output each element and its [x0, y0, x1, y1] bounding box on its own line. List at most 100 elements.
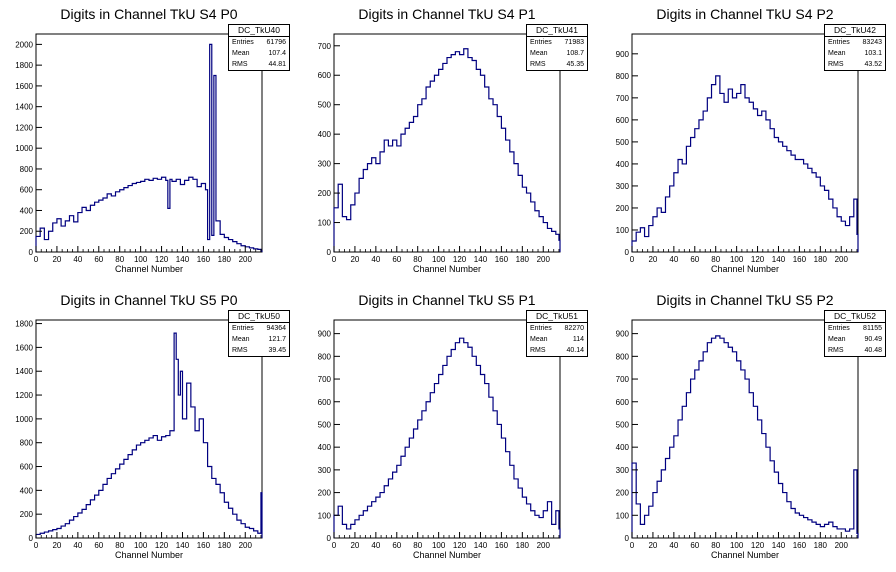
y-tick-label: 200 [20, 227, 34, 236]
histogram-series [631, 335, 859, 538]
x-tick-label: 60 [392, 541, 401, 550]
x-tick-label: 180 [516, 255, 530, 264]
x-tick-label: 20 [648, 541, 657, 550]
stats-value: 83243 [862, 39, 882, 46]
stats-value: 114 [572, 336, 584, 343]
x-tick-label: 40 [669, 255, 678, 264]
x-tick-label: 0 [630, 541, 635, 550]
plot-area: 0 20 40 60 80 100 120 140 160 180 200 100 200 300 400 5… [616, 319, 859, 550]
x-tick-label: 200 [239, 541, 253, 550]
y-tick-label: 1600 [15, 82, 33, 91]
chart-title: Digits in Channel TkU S5 P2 [656, 292, 834, 308]
stats-value: 107.4 [268, 50, 286, 57]
stats-key: Entries [828, 325, 850, 332]
x-tick-label: 80 [413, 541, 422, 550]
stats-name: DC_TkU51 [527, 311, 587, 323]
stats-row: RMS 40.48 [825, 345, 885, 356]
x-tick-label: 40 [371, 255, 380, 264]
x-tick-label: 120 [751, 541, 765, 550]
x-tick-label: 160 [197, 541, 211, 550]
x-tick-label: 140 [474, 541, 488, 550]
x-tick-label: 20 [52, 255, 61, 264]
x-tick-label: 20 [648, 255, 657, 264]
stats-row: Mean 114 [527, 334, 587, 345]
x-tick-label: 0 [332, 541, 337, 550]
x-tick-label: 40 [73, 541, 82, 550]
stats-name: DC_TkU40 [229, 25, 289, 37]
stats-value: 45.35 [566, 61, 584, 68]
x-tick-label: 200 [835, 255, 849, 264]
stats-key: Entries [232, 325, 254, 332]
x-tick-label: 0 [34, 255, 39, 264]
stats-value: 61796 [266, 39, 286, 46]
y-tick-label: 600 [616, 116, 630, 125]
y-tick-label: 1400 [15, 103, 33, 112]
y-tick-label: 2000 [15, 40, 33, 49]
y-tick-label: 0 [625, 248, 630, 257]
stats-key: RMS [828, 61, 844, 68]
x-tick-label: 140 [474, 255, 488, 264]
x-tick-label: 140 [176, 255, 190, 264]
y-tick-label: 800 [318, 352, 332, 361]
histogram-panel-1: 0 20 40 60 80 100 120 140 160 180 200 200 400 600 800 1… [0, 0, 298, 286]
y-tick-label: 300 [616, 466, 630, 475]
y-tick-label: 100 [616, 511, 630, 520]
x-tick-label: 140 [772, 255, 786, 264]
plot-frame [631, 33, 859, 253]
x-tick-label: 20 [350, 541, 359, 550]
x-tick-label: 180 [516, 541, 530, 550]
y-tick-label: 800 [616, 72, 630, 81]
y-tick-label: 700 [616, 94, 630, 103]
x-tick-label: 20 [52, 541, 61, 550]
chart-title: Digits in Channel TkU S4 P2 [656, 6, 834, 22]
x-tick-label: 160 [495, 541, 509, 550]
stats-row: RMS 40.14 [527, 345, 587, 356]
y-tick-label: 1200 [15, 123, 33, 132]
stats-value: 121.7 [268, 336, 286, 343]
x-tick-label: 140 [772, 541, 786, 550]
histogram-panel-6: 0 20 40 60 80 100 120 140 160 180 200 100 200 300 400 5… [596, 286, 894, 572]
stats-name: DC_TkU50 [229, 311, 289, 323]
plot-area: 0 20 40 60 80 100 120 140 160 180 200 100 200 300 400 5… [318, 319, 561, 550]
plot-frame [631, 319, 859, 539]
stats-key: Mean [828, 336, 846, 343]
stats-row: Entries 61796 [229, 37, 289, 48]
x-tick-label: 60 [392, 255, 401, 264]
stats-key: RMS [828, 347, 844, 354]
stats-value: 82270 [564, 325, 584, 332]
stats-row: Entries 94364 [229, 323, 289, 334]
plot-frame [333, 319, 561, 539]
x-axis-label: Channel Number [711, 550, 780, 560]
stats-name: DC_TkU42 [825, 25, 885, 37]
plot-frame [333, 33, 561, 253]
stats-row: Mean 107.4 [229, 48, 289, 59]
histogram-panel-3: 0 20 40 60 80 100 120 140 160 180 200 100 200 300 400 5… [596, 0, 894, 286]
histogram-series [631, 75, 859, 252]
stats-value: 43.52 [864, 61, 882, 68]
y-tick-label: 200 [318, 489, 332, 498]
y-tick-label: 1800 [15, 61, 33, 70]
stats-name: DC_TkU41 [527, 25, 587, 37]
stats-row: Mean 103.1 [825, 48, 885, 59]
stats-name: DC_TkU52 [825, 311, 885, 323]
y-tick-label: 900 [616, 50, 630, 59]
x-tick-label: 160 [793, 255, 807, 264]
y-tick-label: 1600 [15, 343, 33, 352]
histogram-panel-5: 0 20 40 60 80 100 120 140 160 180 200 100 200 300 400 5… [298, 286, 596, 572]
y-tick-label: 1400 [15, 367, 33, 376]
stats-key: RMS [232, 61, 248, 68]
y-tick-label: 700 [318, 42, 332, 51]
x-tick-label: 20 [350, 255, 359, 264]
stats-key: Mean [828, 50, 846, 57]
x-tick-label: 200 [537, 541, 551, 550]
y-tick-label: 500 [616, 420, 630, 429]
x-tick-label: 100 [134, 541, 148, 550]
stats-box: DC_TkU41 Entries 71983 Mean 108.7 RMS 45.35 [526, 24, 588, 71]
stats-row: RMS 44.81 [229, 59, 289, 70]
x-tick-label: 60 [690, 541, 699, 550]
stats-row: RMS 45.35 [527, 59, 587, 70]
histogram-panel-4: 0 20 40 60 80 100 120 140 160 180 200 200 400 600 800 1… [0, 286, 298, 572]
x-tick-label: 60 [94, 255, 103, 264]
stats-box: DC_TkU42 Entries 83243 Mean 103.1 RMS 43.52 [824, 24, 886, 71]
x-tick-label: 80 [115, 255, 124, 264]
